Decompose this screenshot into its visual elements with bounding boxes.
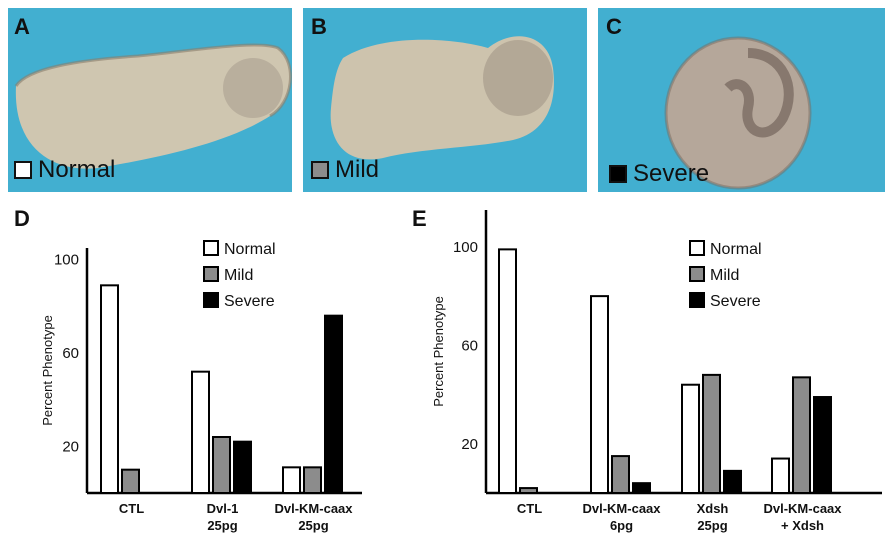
legend-swatch-severe <box>689 292 705 308</box>
normal-swatch <box>14 161 32 179</box>
severe-swatch <box>609 165 627 183</box>
x-category-label: Dvl-1 <box>207 501 239 516</box>
embryo-normal-image <box>8 8 292 192</box>
bar-normal-3 <box>771 457 790 494</box>
x-category-label: Dvl-KM-caax <box>274 501 353 516</box>
phenotype-normal-text: Normal <box>38 156 116 183</box>
bar-mild-3 <box>792 376 811 494</box>
legend-swatch-severe <box>203 292 219 308</box>
x-category-label: 25pg <box>298 518 328 533</box>
embryo-mild-image <box>303 8 587 192</box>
x-category-label: 25pg <box>207 518 237 533</box>
legend-label-mild: Mild <box>224 267 253 284</box>
chart-letter-d: D <box>14 206 30 231</box>
x-category-label: 25pg <box>697 518 727 533</box>
bar-severe-2 <box>324 314 343 494</box>
bar-severe-1 <box>233 440 252 495</box>
y-tick-label: 100 <box>54 252 79 269</box>
bar-severe-3 <box>813 396 832 495</box>
bar-normal-1 <box>590 295 609 494</box>
embryo-severe-image <box>598 8 885 192</box>
legend-label-severe: Severe <box>224 293 275 310</box>
panel-letter-a: A <box>14 14 30 39</box>
y-tick-label: 100 <box>453 239 478 256</box>
legend-swatch-normal <box>689 240 705 256</box>
panel-letter-b: B <box>311 14 327 39</box>
phenotype-mild-text: Mild <box>335 156 380 183</box>
y-tick-label: 60 <box>461 337 478 354</box>
chart-letter-e: E <box>412 206 427 231</box>
bar-mild-1 <box>611 455 630 494</box>
bar-mild-2 <box>303 466 322 495</box>
legend-label-severe: Severe <box>710 293 761 310</box>
y-tick-label: 60 <box>62 345 79 362</box>
mild-swatch <box>311 161 329 179</box>
phenotype-label-mild: Mild <box>311 156 379 184</box>
photo-panel-b <box>303 8 587 192</box>
phenotype-severe-text: Severe <box>633 160 710 187</box>
legend-swatch-mild <box>203 266 219 282</box>
bar-normal-0 <box>100 284 119 495</box>
y-tick-label: 20 <box>461 436 478 453</box>
x-category-label: 6pg <box>610 518 633 533</box>
bar-mild-0 <box>121 468 140 494</box>
photo-panel-a <box>8 8 292 192</box>
bar-normal-2 <box>282 466 301 495</box>
phenotype-label-severe: Severe <box>609 160 709 188</box>
chart-e: 20 60 100 Percent Phenotype CTL Dvl-KM-caax 6p… <box>431 210 882 533</box>
x-category-label: + Xdsh <box>781 518 824 533</box>
y-axis-label: Percent Phenotype <box>431 296 446 407</box>
legend-swatch-normal <box>203 240 219 256</box>
x-category-label: Dvl-KM-caax <box>582 501 661 516</box>
phenotype-label-normal: Normal <box>14 156 115 184</box>
x-category-label: CTL <box>517 501 542 516</box>
bar-normal-0 <box>498 248 517 494</box>
bar-mild-0 <box>519 487 538 494</box>
legend-label-mild: Mild <box>710 267 739 284</box>
chart-d: 20 60 100 Percent Phenotype CTL Dvl-1 25pg Dvl-… <box>40 240 362 533</box>
y-tick-label: 20 <box>62 438 79 455</box>
x-category-label: Xdsh <box>697 501 729 516</box>
legend-label-normal: Normal <box>710 241 762 258</box>
legend-label-normal: Normal <box>224 241 276 258</box>
photo-panel-c <box>598 8 885 192</box>
panel-letter-c: C <box>606 14 622 39</box>
bar-mild-2 <box>702 373 721 495</box>
bar-normal-2 <box>681 383 700 494</box>
x-category-label: Dvl-KM-caax <box>763 501 842 516</box>
x-category-label: CTL <box>119 501 144 516</box>
bar-severe-2 <box>723 469 742 494</box>
bar-mild-1 <box>212 436 231 494</box>
y-axis-label: Percent Phenotype <box>40 315 55 426</box>
legend-swatch-mild <box>689 266 705 282</box>
bar-severe-1 <box>632 482 651 495</box>
bar-normal-1 <box>191 370 210 495</box>
